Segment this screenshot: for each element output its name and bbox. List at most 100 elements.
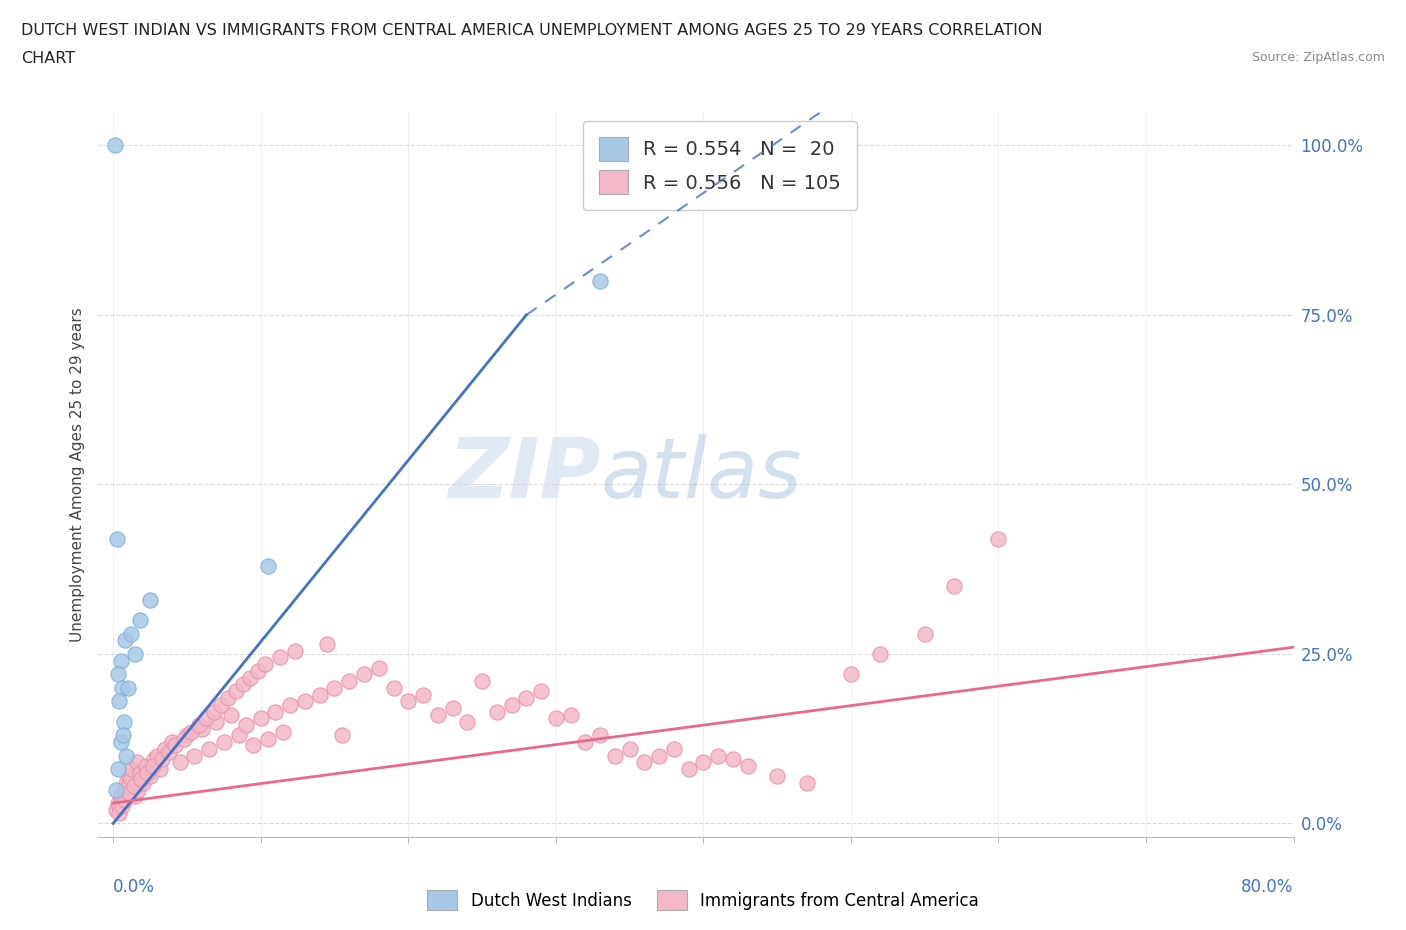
Point — [112, 782, 135, 797]
Point — [114, 633, 136, 648]
Point — [692, 755, 714, 770]
Point — [169, 755, 191, 770]
Point — [264, 704, 287, 719]
Point — [111, 681, 134, 696]
Point — [115, 776, 138, 790]
Point — [574, 735, 596, 750]
Point — [239, 671, 262, 685]
Point — [839, 667, 862, 682]
Point — [128, 613, 150, 628]
Point — [633, 755, 655, 770]
Point — [117, 681, 139, 696]
Point — [235, 718, 257, 733]
Point — [205, 714, 228, 729]
Point — [135, 758, 157, 773]
Point — [108, 694, 131, 709]
Point — [278, 698, 301, 712]
Point — [180, 724, 202, 739]
Point — [124, 646, 146, 661]
Point — [111, 728, 134, 743]
Point — [619, 741, 641, 756]
Point — [544, 711, 567, 725]
Text: DUTCH WEST INDIAN VS IMMIGRANTS FROM CENTRAL AMERICA UNEMPLOYMENT AMONG AGES 25 : DUTCH WEST INDIAN VS IMMIGRANTS FROM CEN… — [21, 23, 1043, 38]
Point — [157, 745, 180, 760]
Point — [209, 698, 232, 712]
Point — [869, 646, 891, 661]
Point — [149, 762, 172, 777]
Point — [120, 626, 142, 641]
Point — [108, 799, 131, 814]
Point — [257, 731, 280, 746]
Point — [530, 684, 553, 698]
Point — [228, 728, 250, 743]
Point — [721, 751, 744, 766]
Point — [139, 592, 162, 607]
Point — [219, 708, 242, 723]
Text: CHART: CHART — [21, 51, 75, 66]
Point — [121, 762, 143, 777]
Text: atlas: atlas — [600, 433, 801, 515]
Point — [323, 681, 346, 696]
Point — [456, 714, 478, 729]
Point — [160, 735, 183, 750]
Point — [396, 694, 419, 709]
Point — [104, 138, 127, 153]
Point — [107, 667, 129, 682]
Point — [129, 772, 152, 787]
Point — [441, 700, 464, 715]
Point — [117, 778, 139, 793]
Point — [426, 708, 449, 723]
Point — [110, 653, 132, 668]
Point — [249, 711, 271, 725]
Point — [707, 749, 730, 764]
Point — [485, 704, 508, 719]
Legend: Dutch West Indians, Immigrants from Central America: Dutch West Indians, Immigrants from Cent… — [420, 884, 986, 917]
Point — [115, 749, 138, 764]
Point — [382, 681, 405, 696]
Point — [471, 673, 494, 688]
Point — [136, 765, 159, 780]
Point — [122, 778, 145, 793]
Point — [110, 789, 132, 804]
Point — [165, 738, 187, 753]
Point — [242, 738, 264, 753]
Point — [190, 721, 212, 736]
Point — [217, 691, 239, 706]
Point — [125, 755, 148, 770]
Point — [105, 803, 128, 817]
Point — [796, 776, 818, 790]
Point — [183, 749, 205, 764]
Point — [111, 792, 134, 807]
Point — [143, 751, 166, 766]
Point — [603, 749, 626, 764]
Point — [337, 673, 360, 688]
Point — [142, 758, 165, 773]
Point — [111, 799, 134, 814]
Point — [560, 708, 582, 723]
Text: 0.0%: 0.0% — [112, 878, 155, 896]
Point — [112, 714, 135, 729]
Point — [114, 792, 136, 807]
Point — [150, 751, 173, 766]
Point — [316, 636, 339, 651]
Point — [187, 718, 209, 733]
Point — [110, 735, 132, 750]
Point — [202, 704, 225, 719]
Point — [257, 558, 280, 573]
Point — [225, 684, 247, 698]
Point — [114, 786, 136, 801]
Text: ZIP: ZIP — [447, 433, 600, 515]
Point — [118, 786, 141, 801]
Point — [128, 765, 150, 780]
Point — [139, 768, 162, 783]
Point — [294, 694, 316, 709]
Legend: R = 0.554   N =  20, R = 0.556   N = 105: R = 0.554 N = 20, R = 0.556 N = 105 — [583, 121, 856, 209]
Point — [127, 782, 149, 797]
Point — [766, 768, 789, 783]
Point — [105, 531, 128, 546]
Point — [412, 687, 434, 702]
Point — [269, 650, 291, 665]
Point — [120, 772, 142, 787]
Point — [131, 776, 153, 790]
Point — [118, 768, 141, 783]
